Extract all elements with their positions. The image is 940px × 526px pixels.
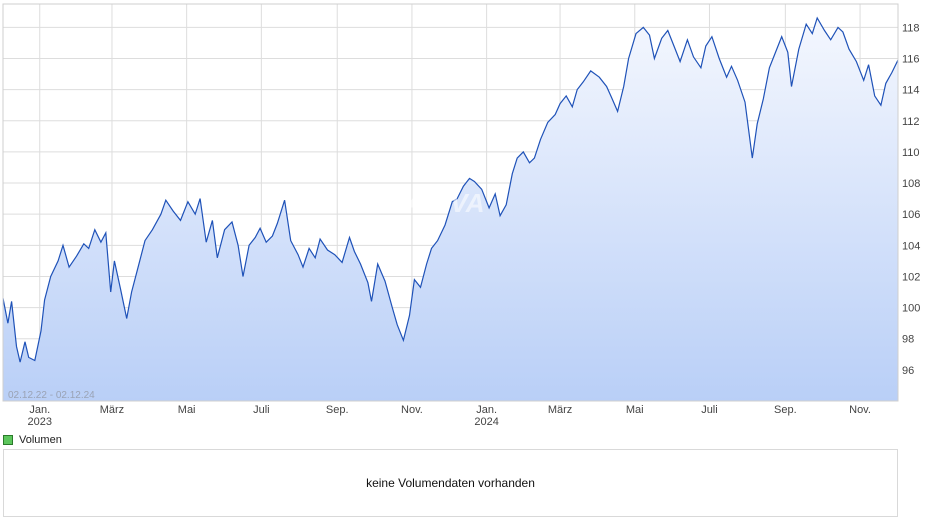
x-tick-year: 2024 <box>474 416 498 428</box>
x-tick-label: Juli <box>253 404 270 416</box>
y-axis: 96 98 100 102 104 106 108 110 112 114 116 118 <box>902 22 920 377</box>
y-tick-label: 106 <box>902 209 920 221</box>
x-tick-label: Nov. <box>849 404 871 416</box>
volume-panel: keine Volumendaten vorhanden <box>3 449 898 517</box>
volume-legend-label: Volumen <box>19 434 62 446</box>
x-tick-year: 2023 <box>27 416 51 428</box>
x-tick-label: Juli <box>701 404 718 416</box>
date-range-label: 02.12.22 - 02.12.24 <box>8 390 95 401</box>
x-tick-label: März <box>100 404 124 416</box>
x-tick-label: Mai <box>626 404 644 416</box>
volume-legend-swatch <box>3 435 13 445</box>
x-tick-label: Sep. <box>774 404 797 416</box>
plot-border <box>2 3 899 402</box>
y-tick-label: 108 <box>902 178 920 190</box>
y-tick-label: 114 <box>902 85 920 97</box>
x-tick-label: Sep. <box>326 404 349 416</box>
y-tick-label: 104 <box>902 240 920 252</box>
y-tick-label: 98 <box>902 334 914 346</box>
price-line <box>2 16 899 363</box>
volume-empty-message: keine Volumendaten vorhanden <box>366 476 535 490</box>
x-tick-label: März <box>548 404 572 416</box>
volume-legend: Volumen <box>3 434 62 446</box>
price-area <box>3 18 898 401</box>
x-tick-label: Jan. <box>476 404 497 416</box>
price-chart: ARIVA 96 98 100 102 104 106 108 110 112 114 116 118… <box>2 3 920 428</box>
x-tick-label: Jan. <box>29 404 50 416</box>
y-tick-label: 100 <box>902 303 920 315</box>
y-tick-label: 116 <box>902 53 920 65</box>
y-tick-label: 102 <box>902 271 920 283</box>
y-tick-label: 110 <box>902 147 920 159</box>
y-tick-label: 118 <box>902 22 920 34</box>
watermark: ARIVA <box>405 188 485 218</box>
y-tick-label: 96 <box>902 365 914 377</box>
y-tick-label: 112 <box>902 116 920 128</box>
x-tick-label: Mai <box>178 404 196 416</box>
x-tick-label: Nov. <box>401 404 423 416</box>
